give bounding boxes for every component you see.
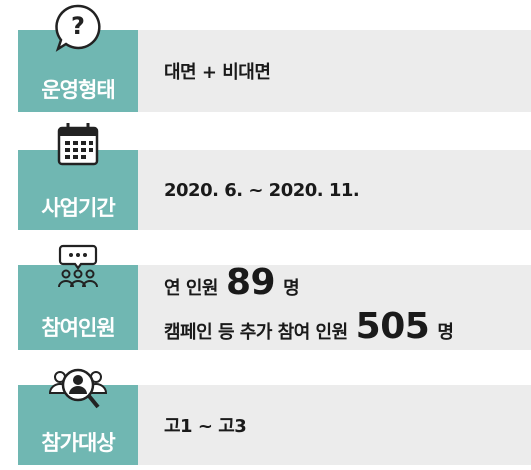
line-text: 연 인원 — [164, 277, 218, 299]
row-panel: 고1 ~ 고3 — [138, 385, 531, 465]
line-number: 89 — [225, 261, 276, 303]
row-panel: 대면 + 비대면 — [138, 30, 531, 112]
line-number: 505 — [355, 305, 430, 347]
line-text: 캠페인 등 추가 참여 인원 — [164, 321, 348, 343]
row-content: 고1 ~ 고3 — [164, 416, 247, 437]
content-line: 캠페인 등 추가 참여 인원 505 명 — [164, 305, 531, 352]
row-content: 대면 + 비대면 — [164, 62, 271, 83]
row-label: 사업기간 — [18, 150, 138, 230]
row-content: 2020. 6. ~ 2020. 11. — [164, 179, 360, 201]
row-panel: 2020. 6. ~ 2020. 11. — [138, 150, 531, 230]
row-panel: 연 인원 89 명 캠페인 등 추가 참여 인원 505 명 — [138, 261, 531, 352]
target-icon — [48, 368, 108, 409]
question-icon: ? — [55, 4, 101, 52]
people-icon — [58, 244, 98, 288]
row-label: 참여인원 — [18, 265, 138, 350]
line-unit: 명 — [283, 277, 300, 299]
row: 운영형태 대면 + 비대면 ? — [18, 4, 531, 112]
calendar-icon — [57, 123, 99, 166]
svg-text:?: ? — [71, 12, 85, 40]
line-unit: 명 — [437, 321, 454, 343]
row: 참가대상 고1 ~ 고3 — [18, 368, 531, 465]
row: 참여인원 연 인원 89 명 캠페인 등 추가 참여 인원 505 명 — [18, 244, 531, 352]
row: 사업기간 2020. 6. ~ 2020. 11. — [18, 123, 531, 230]
content-line: 연 인원 89 명 — [164, 261, 531, 308]
